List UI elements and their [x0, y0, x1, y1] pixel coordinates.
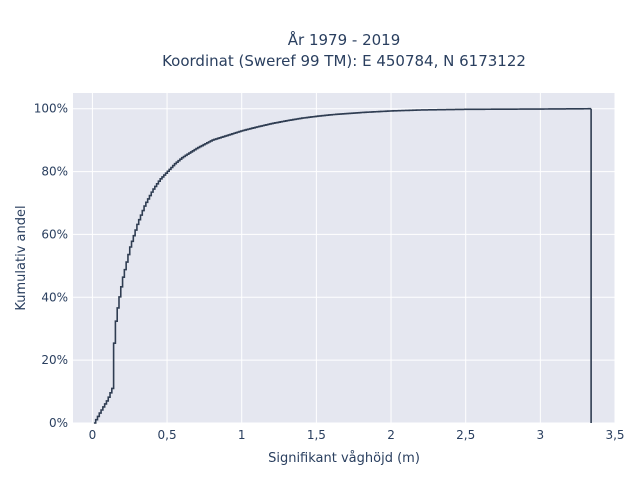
- x-tick-label: 0,5: [158, 428, 177, 442]
- series-layer: [93, 107, 592, 424]
- x-tick-label: 2,5: [456, 428, 475, 442]
- y-tick-label: 100%: [34, 102, 68, 116]
- x-tick-label: 1,5: [307, 428, 326, 442]
- chart-title-line-2: Koordinat (Sweref 99 TM): E 450784, N 61…: [162, 52, 526, 70]
- x-tick-label: 0: [89, 428, 97, 442]
- y-tick-label: 20%: [41, 353, 68, 367]
- y-tick-label: 60%: [41, 227, 68, 241]
- y-tick-label: 80%: [41, 165, 68, 179]
- tick-labels: 0 0,5 1 1,5 2 2,5 3 3,5 0% 20% 40% 60% 80% 100%: [34, 102, 625, 442]
- ecdf-step-line: [93, 107, 592, 424]
- x-tick-label: 1: [238, 428, 246, 442]
- y-tick-label: 40%: [41, 290, 68, 304]
- x-tick-label: 2: [387, 428, 395, 442]
- grid-lines: [73, 93, 616, 424]
- y-axis-title: Kumulativ andel: [14, 205, 29, 310]
- x-tick-label: 3: [537, 428, 545, 442]
- plot-area: [73, 93, 615, 423]
- x-axis-title: Signifikant våghöjd (m): [268, 451, 420, 466]
- chart-title-line-1: År 1979 - 2019: [288, 30, 401, 49]
- x-tick-label: 3,5: [605, 428, 624, 442]
- y-tick-label: 0%: [49, 416, 68, 430]
